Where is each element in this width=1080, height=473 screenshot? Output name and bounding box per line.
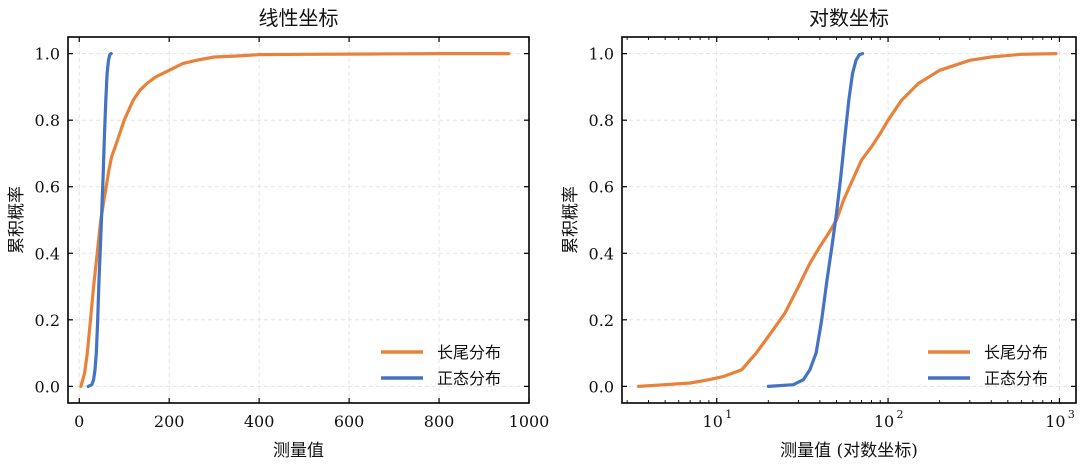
legend-label: 正态分布 [984, 369, 1048, 388]
series-line-normal [766, 51, 865, 388]
x-tick-exponent: 1 [725, 408, 732, 421]
y-tick-label: 0.8 [589, 111, 614, 130]
x-tick-label: 10 [703, 412, 723, 431]
x-tick-label: 400 [244, 412, 275, 431]
y-tick-label: 0.8 [35, 111, 60, 130]
axes-frame [621, 36, 1077, 404]
y-tick-label: 0.6 [589, 178, 614, 197]
y-tick-label: 1.0 [35, 45, 60, 64]
series-line-normal [86, 51, 113, 388]
x-tick-label: 1000 [509, 412, 550, 431]
y-tick-label: 0.4 [35, 244, 60, 263]
y-tick-label: 0.6 [35, 178, 60, 197]
y-tick-label: 0.4 [589, 244, 614, 263]
x-tick-exponent: 3 [1068, 408, 1075, 421]
y-axis-label: 累积概率 [7, 186, 27, 254]
legend-label: 长尾分布 [984, 343, 1048, 362]
y-tick-label: 0.0 [35, 377, 60, 396]
x-tick-label: 10 [874, 412, 894, 431]
x-axis-label: 测量值 [273, 441, 324, 461]
legend-label: 长尾分布 [437, 343, 501, 362]
chart-title: 对数坐标 [809, 6, 889, 30]
x-axis-label: 测量值 (对数坐标) [780, 441, 918, 461]
y-tick-label: 1.0 [589, 45, 614, 64]
x-tick-label: 200 [154, 412, 185, 431]
x-tick-exponent: 2 [897, 408, 904, 421]
legend-label: 正态分布 [437, 369, 501, 388]
x-tick-label: 800 [424, 412, 455, 431]
x-tick-label: 0 [74, 412, 84, 431]
axes-frame [67, 36, 530, 404]
y-tick-label: 0.0 [589, 377, 614, 396]
y-axis-label: 累积概率 [561, 186, 581, 254]
y-tick-label: 0.2 [35, 311, 60, 330]
y-tick-label: 0.2 [589, 311, 614, 330]
series-line-long-tail [79, 51, 511, 388]
chart-panel-1: 0.0 0.2 0.4 0.6 0.8 1.0 0 200 400 600 800 1000 线性坐标测… [7, 6, 549, 461]
chart-title: 线性坐标 [259, 6, 339, 30]
x-tick-label: 600 [334, 412, 365, 431]
x-tick-label: 10 [1045, 412, 1065, 431]
